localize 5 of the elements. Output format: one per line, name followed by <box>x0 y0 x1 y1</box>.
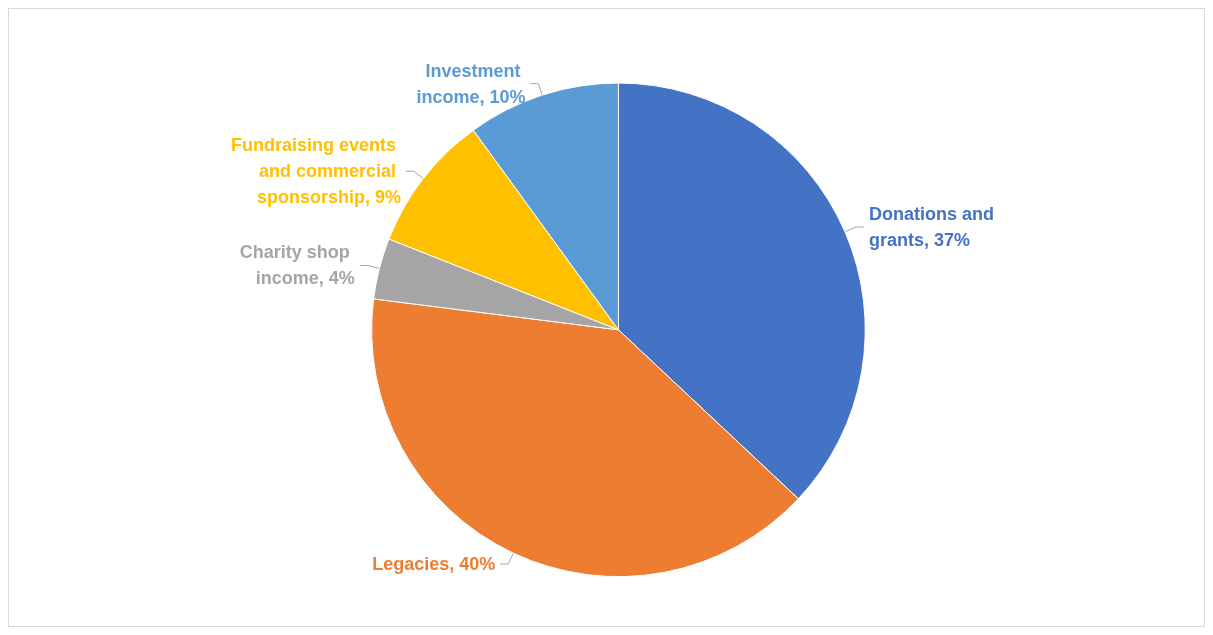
slice-label: Charity shop income, 4% <box>239 242 355 289</box>
slice-label: Investment income, 10% <box>416 60 526 107</box>
slice-label: Fundraising events and commercial sponsorship, 9% <box>230 135 401 208</box>
slice-label: Donations and grants, 37% <box>868 204 999 251</box>
slice-label: Legacies, 40% <box>372 554 496 575</box>
